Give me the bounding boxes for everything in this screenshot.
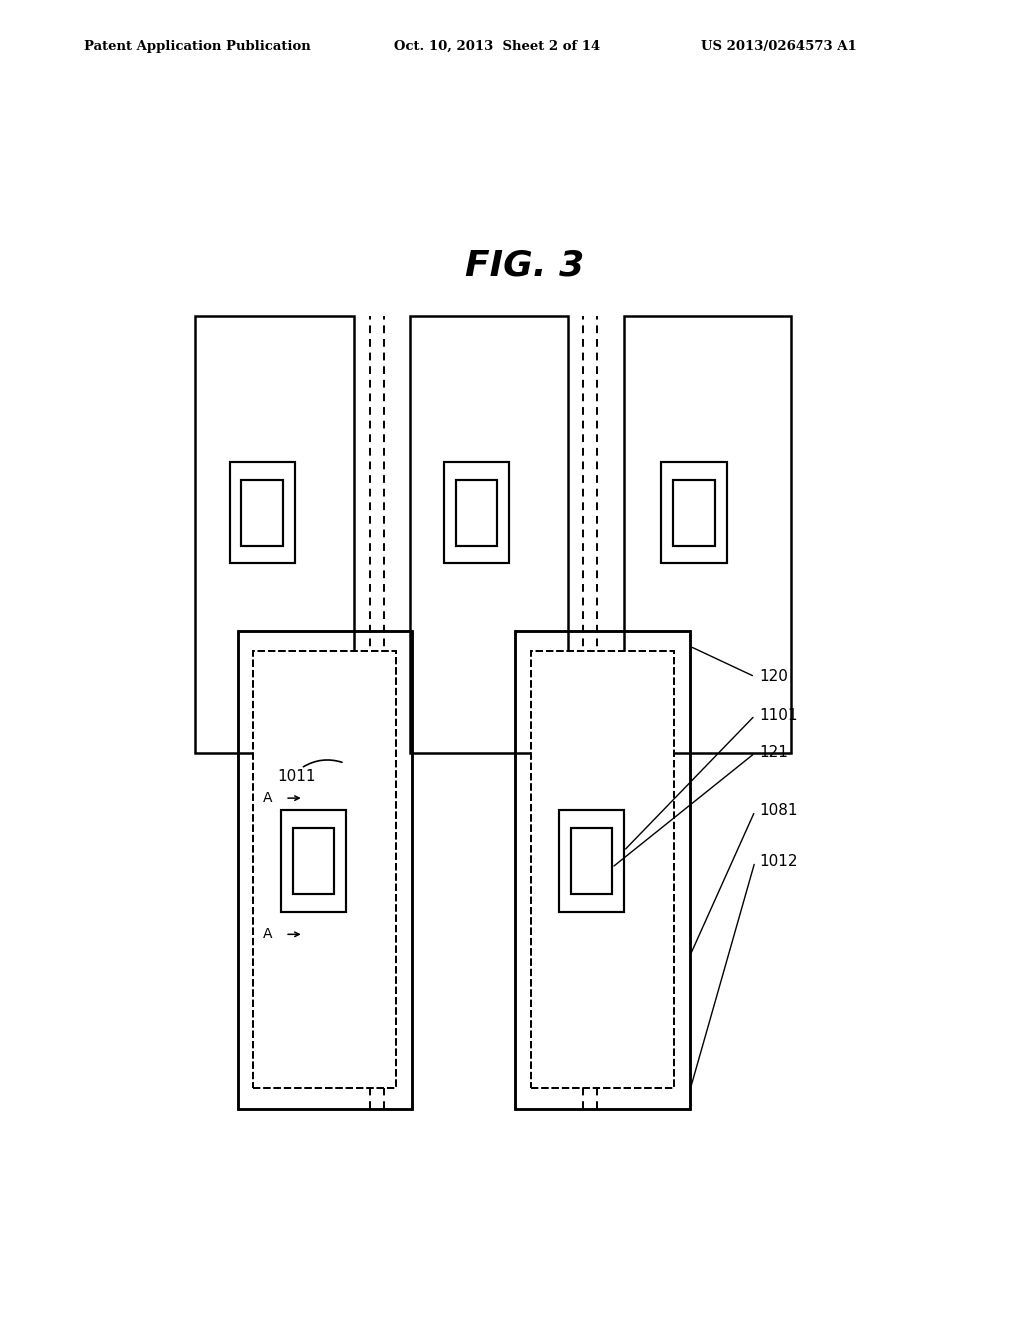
Text: 1081: 1081: [759, 804, 798, 818]
Text: Oct. 10, 2013  Sheet 2 of 14: Oct. 10, 2013 Sheet 2 of 14: [394, 40, 600, 53]
Bar: [662, 462, 727, 564]
Bar: [674, 479, 715, 545]
Bar: [570, 828, 611, 894]
Bar: [515, 631, 690, 1109]
Bar: [410, 315, 568, 752]
Bar: [242, 479, 283, 545]
Bar: [456, 479, 497, 545]
Text: Patent Application Publication: Patent Application Publication: [84, 40, 310, 53]
Bar: [456, 479, 497, 545]
Bar: [196, 315, 354, 752]
Bar: [229, 462, 295, 564]
Bar: [559, 810, 624, 912]
Bar: [242, 479, 283, 545]
Bar: [674, 479, 715, 545]
Bar: [624, 315, 791, 752]
Bar: [253, 651, 396, 1089]
Text: 121: 121: [759, 746, 787, 760]
Text: 1101: 1101: [759, 708, 798, 723]
Bar: [281, 810, 346, 912]
Bar: [240, 634, 410, 1106]
Bar: [570, 828, 611, 894]
Bar: [531, 651, 674, 1089]
Text: A: A: [263, 928, 272, 941]
Text: 1012: 1012: [759, 854, 798, 870]
Bar: [443, 462, 509, 564]
Text: FIG. 3: FIG. 3: [465, 248, 585, 282]
Text: A: A: [263, 791, 272, 805]
Bar: [293, 828, 334, 894]
Bar: [531, 651, 674, 1089]
Bar: [281, 810, 346, 912]
Bar: [531, 651, 674, 1089]
Bar: [515, 631, 690, 1109]
Bar: [559, 810, 624, 912]
Bar: [253, 651, 396, 1089]
Bar: [662, 462, 727, 564]
Bar: [518, 634, 687, 1106]
Bar: [531, 651, 674, 1089]
Bar: [229, 462, 295, 564]
Bar: [253, 651, 396, 1089]
Text: 120: 120: [759, 669, 787, 684]
Bar: [238, 631, 412, 1109]
Bar: [253, 651, 396, 1089]
Bar: [443, 462, 509, 564]
Bar: [238, 631, 412, 1109]
Text: 1011: 1011: [278, 768, 315, 784]
Text: US 2013/0264573 A1: US 2013/0264573 A1: [701, 40, 857, 53]
Bar: [293, 828, 334, 894]
